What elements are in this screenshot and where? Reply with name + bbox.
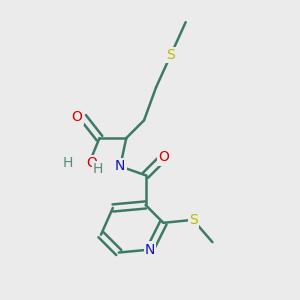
Text: S: S: [167, 48, 175, 62]
Text: O: O: [72, 110, 83, 124]
Text: O: O: [87, 156, 98, 170]
Text: N: N: [115, 159, 125, 173]
Text: H: H: [63, 156, 74, 170]
Text: S: S: [189, 213, 197, 227]
Text: H: H: [93, 162, 103, 176]
Text: O: O: [158, 150, 169, 164]
Text: N: N: [145, 243, 155, 256]
